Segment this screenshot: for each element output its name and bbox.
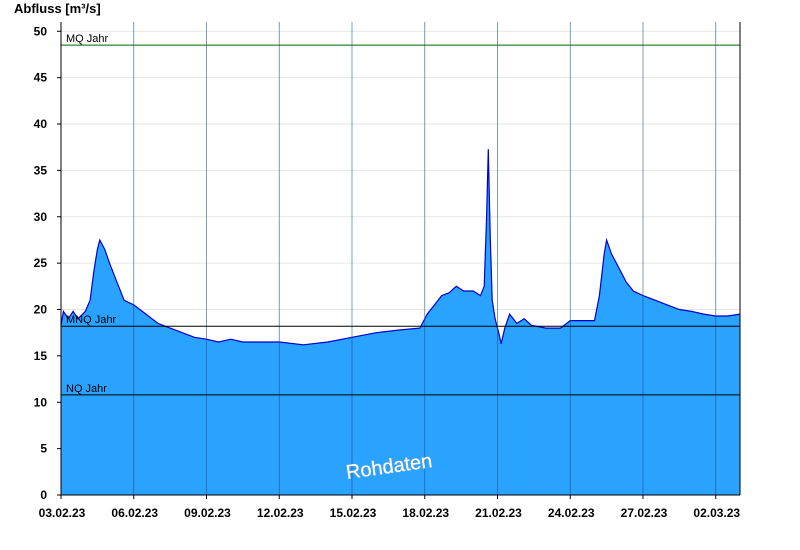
reference-label: MNQ Jahr bbox=[66, 314, 116, 326]
y-tick-label: 0 bbox=[40, 488, 47, 502]
y-tick-label: 10 bbox=[34, 395, 48, 409]
y-ticks: 0 5 10 15 20 25 30 35 40 45 50 bbox=[34, 24, 61, 502]
x-tick-label: 27.02.23 bbox=[621, 506, 668, 520]
y-tick-label: 25 bbox=[34, 256, 48, 270]
reference-label: NQ Jahr bbox=[66, 383, 107, 395]
x-gridlines bbox=[133, 22, 717, 495]
y-tick-label: 20 bbox=[34, 303, 48, 317]
x-tick-label: 02.03.23 bbox=[693, 506, 740, 520]
x-tick-label: 15.02.23 bbox=[330, 506, 377, 520]
discharge-area bbox=[61, 149, 740, 495]
y-tick-label: 5 bbox=[40, 442, 47, 456]
y-tick-label: 40 bbox=[34, 117, 48, 131]
x-tick-label: 03.02.23 bbox=[39, 506, 86, 520]
x-tick-label: 06.02.23 bbox=[111, 506, 158, 520]
x-tick-label: 18.02.23 bbox=[402, 506, 449, 520]
y-tick-label: 50 bbox=[34, 24, 48, 38]
axes bbox=[60, 22, 741, 496]
x-tick-label: 09.02.23 bbox=[184, 506, 231, 520]
reference-label: MQ Jahr bbox=[66, 33, 109, 45]
discharge-line bbox=[60, 149, 741, 346]
x-tick-label: 24.02.23 bbox=[548, 506, 595, 520]
y-axis-label: Abfluss [m³/s] bbox=[14, 1, 101, 16]
x-tick-label: 12.02.23 bbox=[257, 506, 304, 520]
series-area bbox=[60, 149, 741, 495]
x-ticks: 03.02.23 06.02.23 09.02.23 12.02.23 15.02.23… bbox=[39, 495, 740, 520]
y-tick-label: 30 bbox=[34, 210, 48, 224]
y-tick-label: 15 bbox=[34, 349, 48, 363]
x-tick-label: 21.02.23 bbox=[475, 506, 522, 520]
reference-lines: MQ Jahr MNQ Jahr NQ Jahr bbox=[61, 33, 740, 396]
y-tick-label: 45 bbox=[34, 71, 48, 85]
y-tick-label: 35 bbox=[34, 163, 48, 177]
